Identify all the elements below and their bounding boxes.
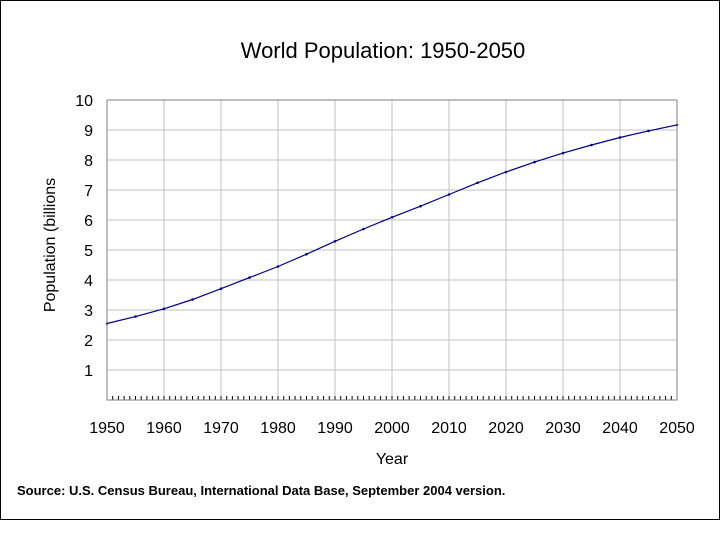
population-chart: World Population: 1950-2050 12345678910 … xyxy=(17,38,695,498)
y-tick-label: 9 xyxy=(84,123,93,140)
data-point xyxy=(561,151,565,155)
x-tick-labels: 1950 1960 1970 1980 1990 2000 2010 2020 2030 2040… xyxy=(89,420,695,437)
y-tick-label: 4 xyxy=(84,273,93,290)
series-group xyxy=(105,123,679,325)
chart-title: World Population: 1950-2050 xyxy=(241,38,526,63)
data-point xyxy=(362,227,365,231)
data-point xyxy=(533,160,536,164)
x-tick-label: 2000 xyxy=(374,420,410,437)
data-point xyxy=(191,298,194,301)
y-tick-label: 1 xyxy=(84,363,93,380)
y-tick-label: 10 xyxy=(75,93,93,110)
x-tick-label: 1970 xyxy=(203,420,239,437)
y-tick-label: 3 xyxy=(84,303,93,320)
data-point xyxy=(162,307,166,311)
data-point xyxy=(276,265,280,268)
x-tick-label: 1960 xyxy=(146,420,182,437)
x-minor-ticks xyxy=(106,396,678,400)
y-tick-label: 5 xyxy=(84,243,93,260)
data-point xyxy=(219,287,223,291)
data-point xyxy=(447,193,451,196)
x-tick-label: 2010 xyxy=(431,420,467,437)
x-axis-label: Year xyxy=(376,451,409,468)
y-tick-label: 8 xyxy=(84,153,93,170)
x-tick-label: 1980 xyxy=(260,420,296,437)
y-tick-label: 2 xyxy=(84,333,93,350)
x-tick-label: 1950 xyxy=(89,420,125,437)
y-axis-label: Population (billions xyxy=(42,178,59,312)
data-point xyxy=(618,136,622,139)
plot-border xyxy=(106,99,678,401)
y-tick-label: 6 xyxy=(84,213,93,230)
x-tick-label: 2020 xyxy=(488,420,524,437)
data-point xyxy=(390,216,394,219)
x-tick-label: 2040 xyxy=(602,420,638,437)
data-point xyxy=(333,240,337,243)
data-point xyxy=(305,252,308,256)
x-tick-label: 2030 xyxy=(545,420,581,437)
source-note: Source: U.S. Census Bureau, Internationa… xyxy=(17,483,505,498)
data-point xyxy=(134,315,137,318)
x-tick-label: 1990 xyxy=(317,420,353,437)
data-point xyxy=(647,129,650,133)
data-point xyxy=(504,170,508,174)
y-tick-label: 7 xyxy=(84,183,93,200)
y-tick-labels: 1 2 3 4 5 6 7 8 9 10 xyxy=(75,93,93,380)
data-point xyxy=(248,276,251,279)
chart-frame: World Population: 1950-2050 1 2 3 4 5 6 7 8 9 10 … xyxy=(0,0,720,520)
data-point xyxy=(590,143,593,147)
data-point xyxy=(476,181,479,185)
data-point xyxy=(419,204,422,208)
x-tick-label: 2050 xyxy=(659,420,695,437)
